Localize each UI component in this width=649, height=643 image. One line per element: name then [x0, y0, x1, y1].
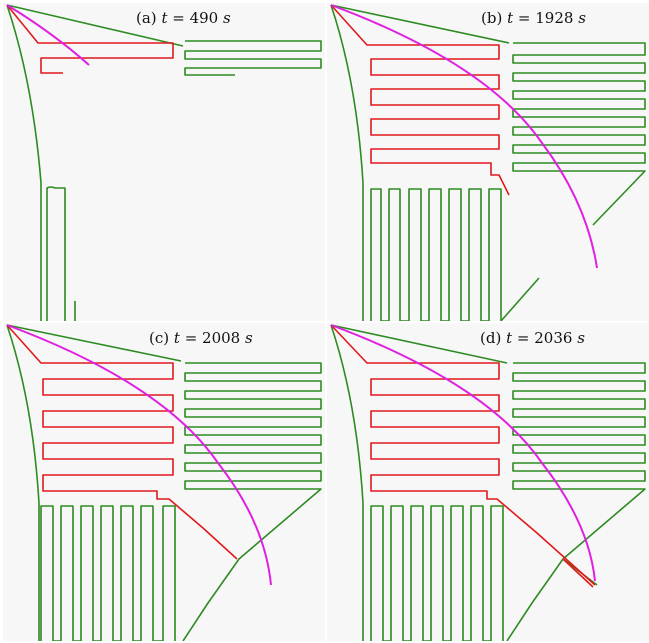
- coverage-path-green-a: [184, 40, 322, 76]
- coverage-path-green-c: [182, 362, 322, 641]
- reference-curve-d: [330, 324, 596, 582]
- reference-curve-c: [6, 324, 272, 586]
- coverage-path-green-vertical-b: [370, 188, 540, 321]
- coverage-path-green-vertical-d: [370, 505, 504, 641]
- boundary-path-c: [6, 324, 182, 641]
- coverage-path-green-vertical-a: [46, 186, 76, 321]
- trajectory-plot-c: [6, 324, 322, 641]
- trajectory-plot-b: [330, 4, 646, 321]
- panel-label-d: (d) t = 2036 s: [480, 329, 585, 347]
- boundary-path-a: [6, 4, 184, 321]
- coverage-path-red-a: [6, 4, 174, 74]
- panel-label-b: (b) t = 1928 s: [481, 9, 586, 27]
- trajectory-plot-a: [6, 4, 322, 321]
- coverage-path-red-d: [330, 324, 596, 588]
- trajectory-plot-d: [330, 324, 646, 641]
- panel-b: (b) t = 1928 s: [327, 3, 649, 321]
- coverage-path-red-b: [330, 4, 510, 196]
- coverage-path-green-d: [506, 362, 646, 641]
- reference-curve-b: [330, 4, 598, 269]
- boundary-path-b: [330, 4, 510, 321]
- coverage-path-green-vertical-c: [40, 505, 176, 641]
- coverage-path-green-b: [512, 42, 646, 226]
- panel-d: (d) t = 2036 s: [327, 323, 649, 641]
- reference-curve-a: [6, 4, 90, 66]
- panel-a: (a) t = 490 s: [3, 3, 325, 321]
- panel-c: (c) t = 2008 s: [3, 323, 325, 641]
- boundary-path-d: [330, 324, 508, 641]
- coverage-path-red-c: [6, 324, 238, 560]
- panel-label-a: (a) t = 490 s: [136, 9, 231, 27]
- panel-label-c: (c) t = 2008 s: [149, 329, 253, 347]
